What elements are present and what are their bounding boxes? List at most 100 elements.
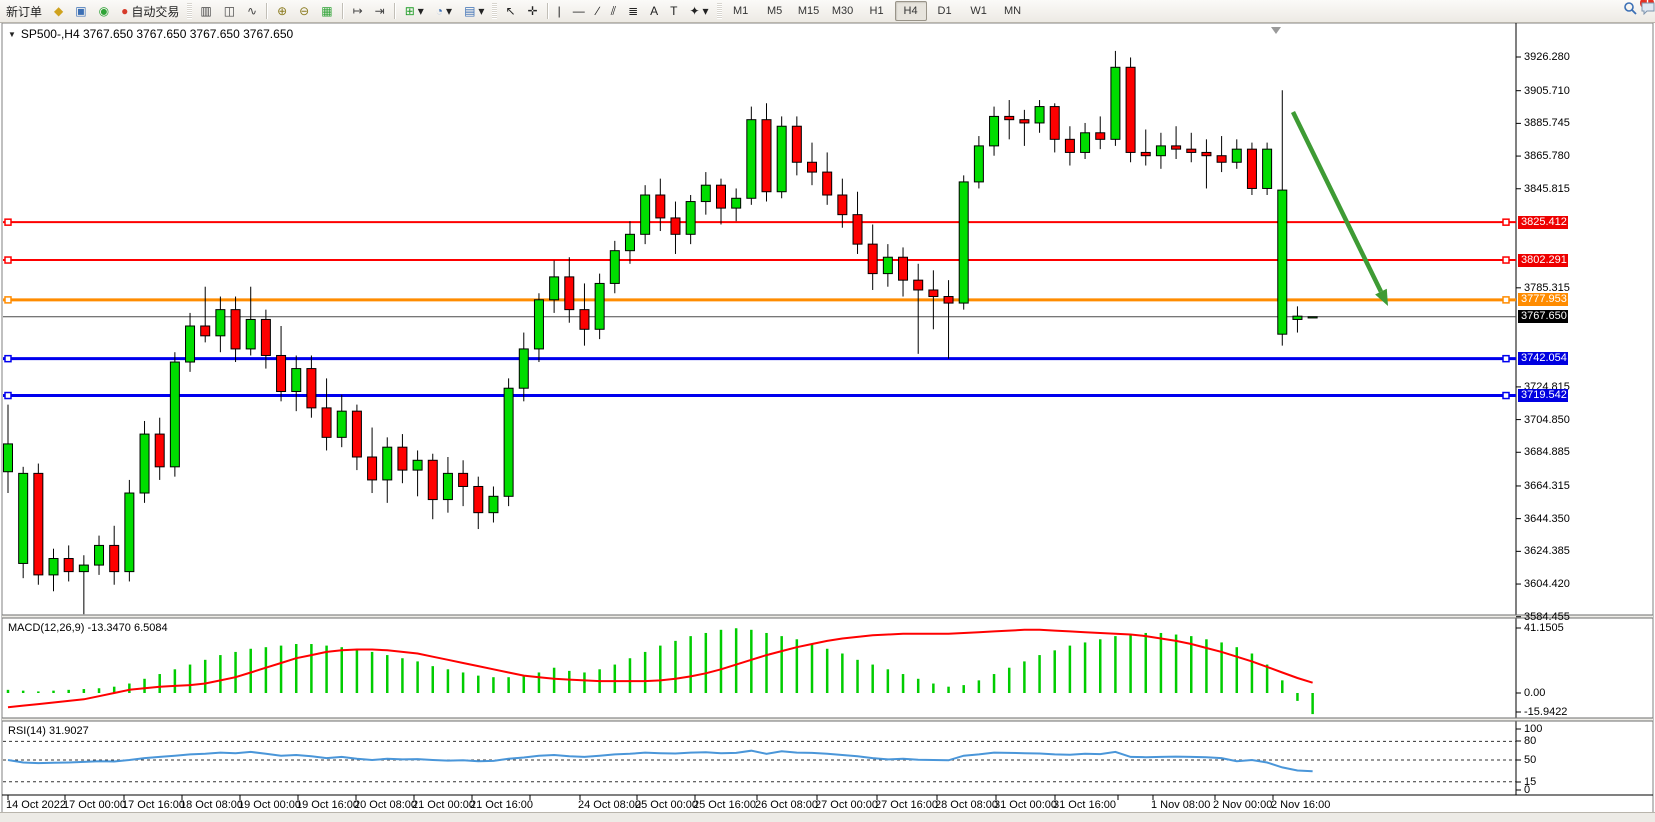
candlestick-chart-icon: ◫ (223, 4, 236, 18)
time-axis-label: 2 Nov 16:00 (1271, 799, 1331, 811)
line-chart-icon: ∿ (247, 4, 258, 18)
time-axis-label: 28 Oct 08:00 (935, 799, 998, 811)
price-tag: 3802.291 (1518, 254, 1568, 267)
cursor-icon[interactable]: ↖ (500, 0, 520, 22)
fibonacci-icon[interactable]: ≣ (623, 0, 643, 22)
rsi-axis-tick: 80 (1524, 735, 1537, 747)
tile-windows-icon: ▦ (321, 4, 333, 18)
price-axis-tick: 3905.710 (1524, 85, 1570, 97)
bar-chart-icon: ▥ (200, 4, 212, 18)
add-indicator-icon[interactable]: ⊞ ▾ (400, 0, 429, 22)
price-axis-tick: 3704.850 (1524, 414, 1570, 426)
candlestick-chart-icon[interactable]: ◫ (219, 0, 240, 22)
rsi-axis-tick: 50 (1524, 754, 1537, 766)
period-clock-icon-label: ▾ (446, 4, 453, 18)
notification-badge: 1 (1640, 0, 1654, 9)
chart-wizard-icon[interactable]: ◆ (49, 0, 68, 22)
add-indicator-icon: ⊞ (404, 4, 415, 18)
text-icon: A (650, 4, 659, 18)
profile-icon[interactable]: ▣ (70, 0, 91, 22)
auto-scroll-icon: ↦ (352, 4, 363, 18)
time-axis-label: 18 Oct 08:00 (180, 799, 243, 811)
profile-icon: ▣ (75, 4, 87, 18)
rsi-label: RSI(14) 31.9027 (8, 725, 89, 737)
add-indicator-icon-label: ▾ (417, 4, 424, 18)
toolbar-grip (187, 3, 193, 19)
search-icon[interactable] (1622, 0, 1637, 22)
trendline-icon[interactable]: ∕ (592, 0, 604, 22)
arrows-tool-icon[interactable]: ✦ ▾ (684, 0, 713, 22)
time-axis-label: 27 Oct 00:00 (815, 799, 878, 811)
new-order-button[interactable]: 新订单 (1, 0, 47, 22)
timeframe-m30[interactable]: M30 (831, 5, 854, 17)
timeframe-m5[interactable]: M5 (766, 5, 783, 17)
timeframe-h4[interactable]: H4 (894, 1, 927, 21)
time-axis-label: 21 Oct 00:00 (412, 799, 475, 811)
signals-icon: ◉ (98, 4, 110, 18)
time-axis-label: 26 Oct 08:00 (755, 799, 818, 811)
crosshair-icon[interactable]: ✛ (523, 0, 543, 22)
equidistant-channel-icon: ⫽ (610, 3, 617, 18)
auto-scroll-icon[interactable]: ↦ (348, 0, 368, 22)
horizontal-line-icon[interactable]: — (568, 0, 590, 22)
price-axis-tick: 3604.420 (1524, 578, 1570, 590)
template-icon: ▤ (464, 4, 476, 18)
timeframe-h1[interactable]: H1 (869, 5, 884, 17)
timeframe-w1[interactable]: W1 (970, 5, 987, 17)
horizontal-line-icon: — (572, 4, 585, 18)
text-label-icon: T (670, 4, 678, 18)
period-clock-icon: ◔ (435, 4, 444, 18)
zoom-out-icon[interactable]: ⊖ (294, 0, 314, 22)
time-axis-label: 17 Oct 00:00 (63, 799, 126, 811)
toolbar-separator (393, 3, 396, 19)
timeframe-mn[interactable]: MN (1004, 5, 1022, 17)
price-axis-tick: 3845.815 (1524, 183, 1570, 195)
chart-title: ▼ SP500-,H4 3767.650 3767.650 3767.650 3… (8, 27, 293, 41)
price-tag: 3719.542 (1518, 389, 1568, 402)
chart-dropdown-icon[interactable]: ▼ (8, 29, 16, 39)
trendline-icon: ∕ (596, 4, 599, 18)
price-axis-tick: 3926.280 (1524, 51, 1570, 63)
tile-windows-icon[interactable]: ▦ (316, 0, 337, 22)
chart-shift-icon[interactable]: ⇥ (370, 0, 390, 22)
time-axis-label: 25 Oct 00:00 (635, 799, 698, 811)
zoom-in-icon[interactable]: ⊕ (272, 0, 292, 22)
time-axis-label: 19 Oct 16:00 (296, 799, 359, 811)
notifications-icon[interactable]: 1 (1639, 0, 1655, 22)
template-icon[interactable]: ▤ ▾ (459, 0, 489, 22)
time-axis-label: 25 Oct 16:00 (693, 799, 756, 811)
price-axis-tick: 3624.385 (1524, 545, 1570, 557)
time-axis-label: 19 Oct 00:00 (238, 799, 301, 811)
text-label-icon[interactable]: T (665, 0, 682, 22)
text-icon[interactable]: A (645, 0, 663, 22)
autotrading-button-label: 自动交易 (131, 4, 180, 19)
price-axis-tick: 3644.350 (1524, 513, 1570, 525)
arrows-tool-icon-label: ▾ (702, 4, 709, 18)
price-tag: 3825.412 (1518, 216, 1568, 229)
rsi-axis-tick: 0 (1524, 784, 1531, 796)
time-axis-label: 24 Oct 08:00 (578, 799, 641, 811)
time-axis-label: 31 Oct 16:00 (1053, 799, 1116, 811)
toolbar-grip (716, 3, 722, 19)
vertical-line-icon[interactable]: | (553, 0, 566, 22)
fibonacci-icon: ≣ (628, 4, 639, 18)
rsi-axis-tick: 100 (1524, 723, 1543, 735)
period-clock-icon[interactable]: ◔ ▾ (431, 0, 457, 22)
zoom-in-icon: ⊕ (277, 4, 288, 18)
time-axis-label: 20 Oct 08:00 (354, 799, 417, 811)
autotrading-button: ● (121, 4, 129, 18)
timeframe-m15[interactable]: M15 (797, 5, 820, 17)
timeframe-d1[interactable]: D1 (937, 5, 952, 17)
equidistant-channel-icon[interactable]: ⫽ (606, 0, 621, 22)
time-axis-label: 17 Oct 16:00 (122, 799, 185, 811)
arrows-tool-icon: ✦ (689, 4, 700, 18)
line-chart-icon[interactable]: ∿ (242, 0, 262, 22)
zoom-out-icon: ⊖ (299, 4, 310, 18)
chart-wizard-icon: ◆ (54, 4, 64, 18)
bar-chart-icon[interactable]: ▥ (195, 0, 216, 22)
timeframe-m1[interactable]: M1 (732, 5, 749, 17)
signals-icon[interactable]: ◉ (94, 0, 114, 22)
autotrading-button[interactable]: ● 自动交易 (116, 0, 184, 22)
